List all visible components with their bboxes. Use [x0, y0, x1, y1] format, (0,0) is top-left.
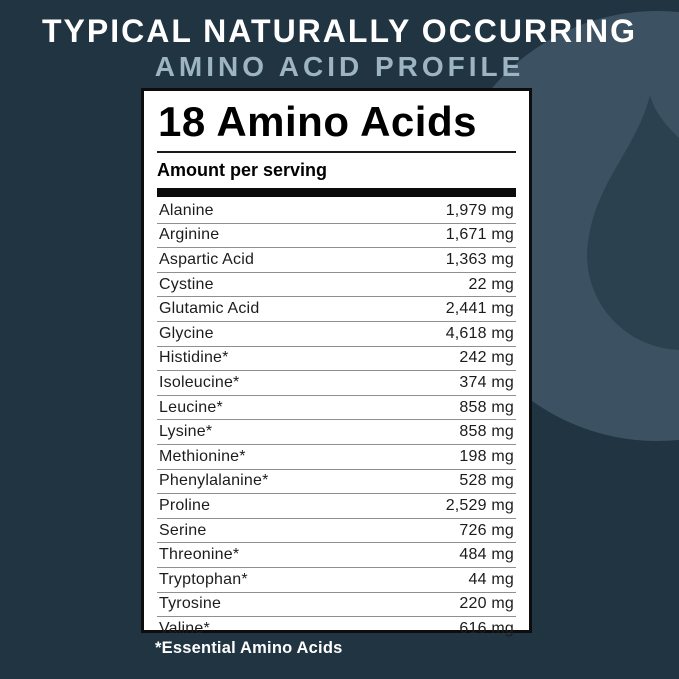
amino-acid-table: Alanine 1,979 mg Arginine 1,671 mg Aspar…	[157, 199, 516, 641]
table-row: Lysine* 858 mg	[157, 420, 516, 446]
thick-divider	[157, 188, 516, 198]
amino-name: Isoleucine*	[159, 374, 240, 392]
amino-name: Methionine*	[159, 447, 246, 465]
amino-name: Proline	[159, 497, 211, 515]
amino-name: Phenylalanine*	[159, 472, 269, 490]
amino-amount: 858 mg	[459, 398, 514, 416]
table-row: Glutamic Acid 2,441 mg	[157, 297, 516, 323]
table-row: Serine 726 mg	[157, 519, 516, 544]
table-row: Histidine* 242 mg	[157, 347, 516, 372]
page-header: TYPICAL NATURALLY OCCURRING AMINO ACID P…	[0, 13, 679, 83]
amino-amount: 4,618 mg	[445, 324, 514, 342]
table-row: Alanine 1,979 mg	[157, 199, 516, 224]
table-row: Tyrosine 220 mg	[157, 593, 516, 618]
table-row: Threonine* 484 mg	[157, 543, 516, 568]
amino-amount: 2,529 mg	[445, 497, 514, 515]
table-row: Tryptophan* 44 mg	[157, 568, 516, 593]
amino-amount: 44 mg	[468, 570, 514, 588]
table-row: Glycine 4,618 mg	[157, 322, 516, 347]
amino-name: Aspartic Acid	[159, 251, 255, 269]
panel-title: 18 Amino Acids	[158, 98, 477, 145]
amino-amount: 1,671 mg	[445, 226, 514, 244]
amino-amount: 484 mg	[459, 546, 514, 564]
header-title-line1: TYPICAL NATURALLY OCCURRING	[41, 13, 638, 49]
panel-subtitle: Amount per serving	[157, 160, 328, 181]
amino-name: Serine	[159, 521, 207, 539]
table-row: Valine* 616 mg	[157, 617, 516, 641]
amino-amount: 858 mg	[459, 423, 514, 441]
amino-amount: 198 mg	[459, 447, 514, 465]
amino-amount: 1,363 mg	[445, 251, 514, 269]
amino-amount: 2,441 mg	[445, 300, 514, 318]
table-row: Arginine 1,671 mg	[157, 224, 516, 249]
amino-amount: 242 mg	[459, 349, 514, 367]
amino-name: Tryptophan*	[159, 570, 248, 588]
amino-name: Alanine	[159, 201, 214, 219]
amino-name: Arginine	[159, 226, 220, 244]
amino-amount: 726 mg	[459, 521, 514, 539]
amino-name: Histidine*	[159, 349, 229, 367]
amino-acid-panel: 18 Amino Acids Amount per serving Alanin…	[141, 88, 532, 637]
table-row: Leucine* 858 mg	[157, 396, 516, 421]
table-row: Cystine 22 mg	[157, 273, 516, 298]
amino-amount: 1,979 mg	[445, 201, 514, 219]
amino-amount: 220 mg	[459, 595, 514, 613]
table-row: Methionine* 198 mg	[157, 445, 516, 470]
table-row: Isoleucine* 374 mg	[157, 371, 516, 396]
amino-name: Glycine	[159, 324, 214, 342]
amino-name: Valine*	[159, 619, 210, 637]
amino-amount: 374 mg	[459, 374, 514, 392]
amino-amount: 22 mg	[468, 275, 514, 293]
amino-name: Lysine*	[159, 423, 213, 441]
amino-name: Threonine*	[159, 546, 240, 564]
amino-name: Leucine*	[159, 398, 223, 416]
thin-divider	[157, 151, 516, 154]
water-drop-icon	[587, 95, 679, 350]
amino-name: Glutamic Acid	[159, 300, 260, 318]
amino-amount: 616 mg	[459, 619, 514, 637]
header-title-line2: AMINO ACID PROFILE	[154, 51, 525, 83]
amino-amount: 528 mg	[459, 472, 514, 490]
amino-name: Cystine	[159, 275, 214, 293]
table-row: Proline 2,529 mg	[157, 494, 516, 519]
amino-name: Tyrosine	[159, 595, 222, 613]
table-row: Phenylalanine* 528 mg	[157, 470, 516, 495]
table-row: Aspartic Acid 1,363 mg	[157, 248, 516, 273]
essential-footnote: *Essential Amino Acids	[155, 639, 343, 657]
